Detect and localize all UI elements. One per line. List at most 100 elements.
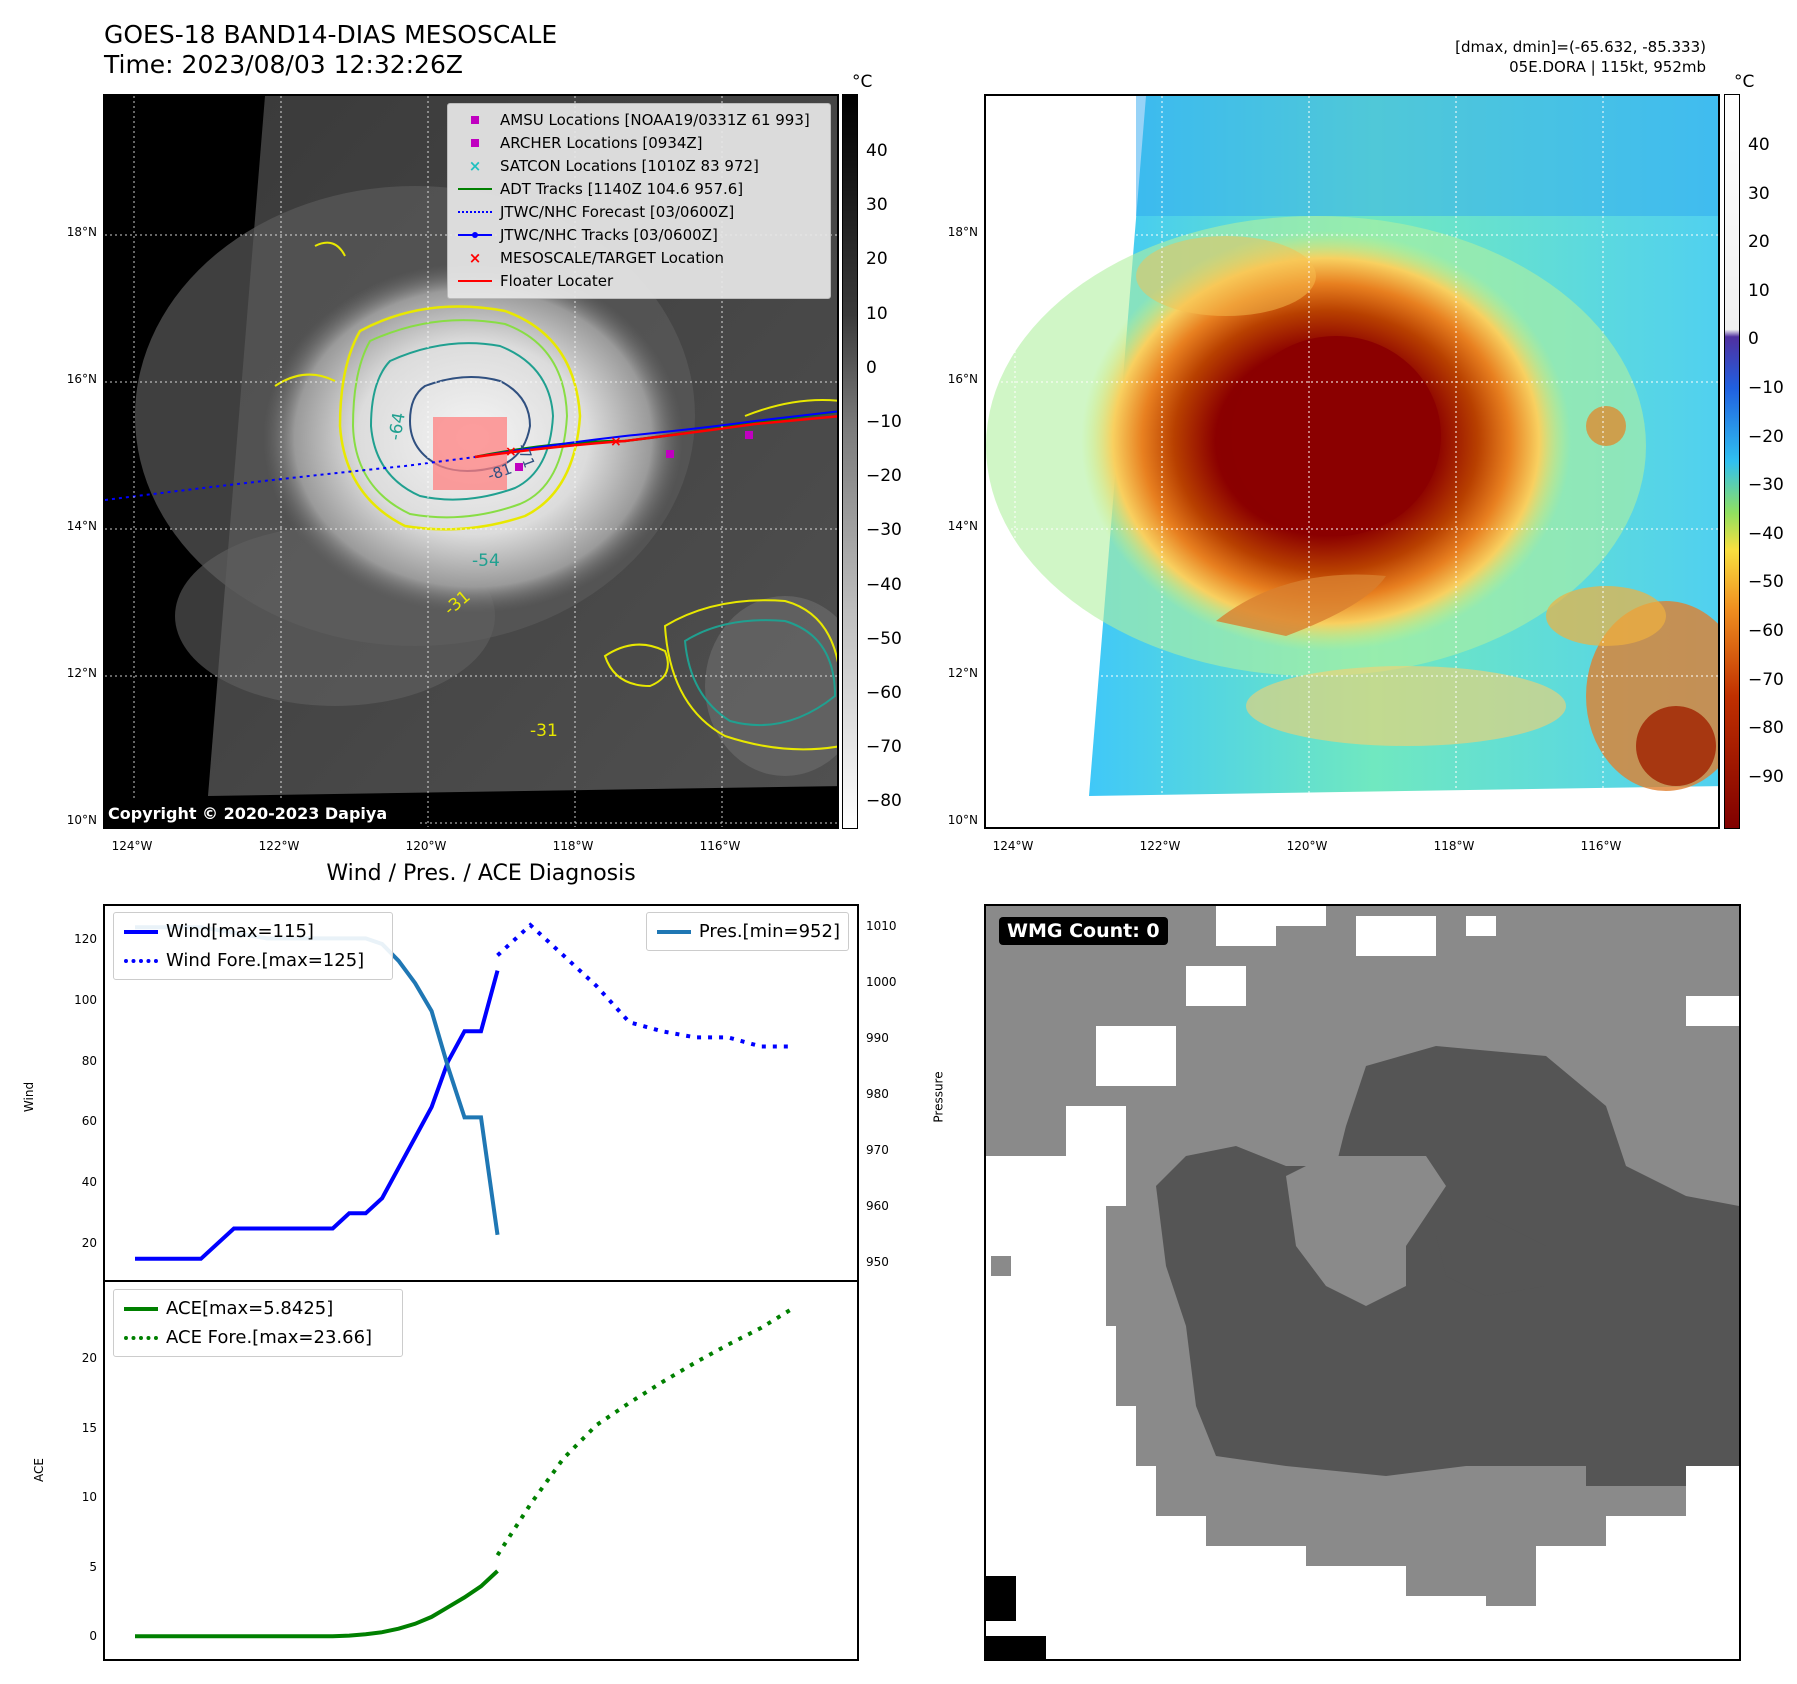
latitude-tick-label: 14°N: [66, 519, 97, 533]
longitude-tick-label: 120°W: [1286, 839, 1328, 853]
longitude-tick-label: 122°W: [258, 839, 300, 853]
colorbar-right-tick: 30: [1748, 183, 1770, 204]
copyright-label: Copyright © 2020-2023 Dapiya: [104, 801, 418, 827]
longitude-tick-label: 118°W: [1433, 839, 1475, 853]
colorbar-left-tick: 30: [866, 195, 888, 216]
x-marker-icon: ×: [468, 156, 482, 175]
contour-label: -64: [385, 411, 410, 442]
wmg-count-badge: WMG Count: 0: [999, 917, 1168, 945]
dotted-line-icon: [124, 1335, 158, 1340]
figure-time: Time: 2023/08/03 12:32:26Z: [104, 50, 463, 79]
x-marker-icon: ×: [468, 248, 482, 267]
line-icon: [124, 1306, 158, 1311]
colorbar-right-tick: −40: [1748, 523, 1784, 544]
wind-axis-tick-label: 80: [81, 1053, 97, 1068]
ace-axis-tick-label: 5: [89, 1559, 97, 1574]
line-icon: [124, 929, 158, 934]
storm-info: 05E.DORA | 115kt, 952mb: [1509, 58, 1706, 76]
colorbar-left-tick: −80: [866, 791, 902, 812]
pressure-axis-tick-label: 970: [866, 1142, 889, 1157]
colorbar-left-tick: −30: [866, 520, 902, 541]
colorbar-left-tick: −70: [866, 737, 902, 758]
wind-axis-tick-label: 120: [74, 932, 97, 947]
pressure-axis-tick-label: 950: [866, 1254, 889, 1269]
colorbar-right-tick: −30: [1748, 475, 1784, 496]
contour-label: -31: [530, 721, 558, 741]
colorbar-right-unit: °C: [1734, 72, 1755, 92]
colorbar-right-tick: 20: [1748, 232, 1770, 253]
wind-axis-title: Wind: [22, 1081, 37, 1113]
ace-axis-title: ACE: [31, 1458, 46, 1482]
legend-item: Wind Fore.[max=125]: [122, 946, 384, 975]
legend-item: ACE Fore.[max=23.66]: [122, 1323, 394, 1352]
longitude-tick-label: 124°W: [992, 839, 1034, 853]
pressure-axis-tick-label: 960: [866, 1198, 889, 1213]
latitude-tick-label: 14°N: [947, 519, 978, 533]
colorbar-right-tick: 0: [1748, 329, 1759, 350]
colorbar-left-tick: −50: [866, 628, 902, 649]
latitude-tick-label: 16°N: [66, 372, 97, 386]
wind-axis-tick-label: 20: [81, 1235, 97, 1250]
wind-axis-tick-label: 60: [81, 1114, 97, 1129]
line-icon: [656, 929, 691, 934]
colorbar-left-unit: °C: [852, 72, 873, 92]
wind-legend: Wind[max=115] Wind Fore.[max=125]: [113, 912, 393, 980]
legend-item: JTWC/NHC Forecast [03/0600Z]: [456, 200, 822, 223]
colorbar-right-tick: −20: [1748, 426, 1784, 447]
square-marker-icon: [471, 138, 479, 147]
colorbar-right: [1724, 94, 1740, 829]
latitude-tick-label: 12°N: [66, 666, 97, 680]
ace-plot: [135, 1305, 796, 1639]
color-map-panel: [984, 94, 1720, 829]
longitude-tick-label: 116°W: [1580, 839, 1622, 853]
legend-item: AMSU Locations [NOAA19/0331Z 61 993]: [456, 108, 822, 131]
ir-map-panel: × × -64 -54 -31 -31 -71 -81 AMSU Locatio…: [103, 94, 839, 829]
colorbar-left-tick: 20: [866, 249, 888, 270]
line-icon: [458, 187, 492, 190]
colorbar-right-tick: −50: [1748, 572, 1784, 593]
legend-item: × MESOSCALE/TARGET Location: [456, 246, 822, 269]
colorbar-right-tick: 10: [1748, 280, 1770, 301]
colorbar-right-tick: −70: [1748, 669, 1784, 690]
longitude-tick-label: 118°W: [552, 839, 594, 853]
colorbar-left: [842, 94, 858, 829]
ace-axis-tick-label: 15: [81, 1420, 97, 1435]
legend-item: × SATCON Locations [1010Z 83 972]: [456, 154, 822, 177]
pressure-axis-tick-label: 1000: [866, 975, 897, 990]
contour-label: -54: [472, 551, 500, 571]
svg-text:×: ×: [610, 434, 622, 450]
svg-text:×: ×: [505, 444, 517, 460]
colorbar-left-tick: −60: [866, 683, 902, 703]
wmg-image: [986, 906, 1739, 1659]
colorbar-right-tick: −60: [1748, 621, 1784, 641]
square-marker-icon: [471, 115, 479, 124]
ace-axis-tick-label: 0: [89, 1629, 97, 1644]
ace-panel: ACE[max=5.8425] ACE Fore.[max=23.66]: [103, 1280, 859, 1661]
colorbar-right-tick: −80: [1748, 718, 1784, 739]
wind-series-line: [135, 970, 500, 1261]
pressure-axis-tick-label: 980: [866, 1087, 889, 1101]
legend-item: ACE[max=5.8425]: [122, 1294, 394, 1323]
ace-forecast-series-line: [495, 1305, 796, 1557]
colorbar-left-tick: −20: [866, 466, 902, 487]
wind-forecast-series-line: [496, 922, 794, 1049]
legend-item: JTWC/NHC Tracks [03/0600Z]: [456, 223, 822, 246]
colorbar-left-tick: 0: [866, 357, 877, 378]
dmax-dmin-info: [dmax, dmin]=(-65.632, -85.333): [1455, 38, 1706, 56]
latitude-tick-label: 16°N: [947, 372, 978, 386]
pressure-legend: Pres.[min=952]: [645, 912, 849, 951]
ace-axis-tick-label: 10: [81, 1490, 97, 1505]
colorbar-right-tick: −90: [1748, 766, 1784, 787]
legend-item: ADT Tracks [1140Z 104.6 957.6]: [456, 177, 822, 200]
pressure-axis-tick-label: 1010: [866, 919, 897, 934]
pressure-axis-title: Pressure: [931, 1071, 946, 1123]
longitude-tick-label: 124°W: [111, 839, 153, 853]
wind-axis-tick-label: 40: [81, 1174, 97, 1189]
latitude-tick-label: 18°N: [947, 225, 978, 239]
line-dot-icon: [458, 231, 492, 238]
color-map-image: [986, 96, 1718, 827]
legend-item: Pres.[min=952]: [655, 917, 840, 946]
colorbar-left-tick: 40: [866, 141, 888, 161]
dotted-line-icon: [124, 958, 158, 963]
legend-item: ARCHER Locations [0934Z]: [456, 131, 822, 154]
